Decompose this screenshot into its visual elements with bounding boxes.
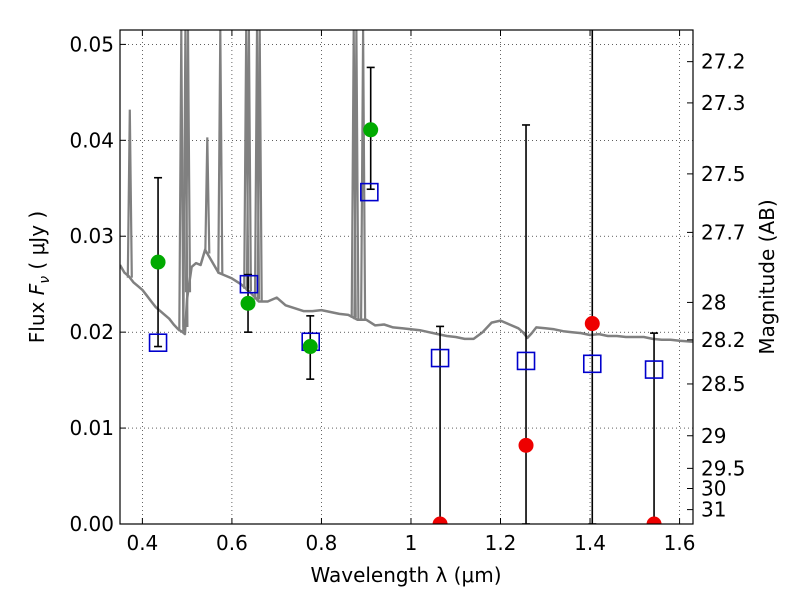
emission-line (204, 137, 211, 254)
emission-line (126, 109, 133, 278)
upper-limit-point (518, 437, 534, 453)
sed-model-line (120, 248, 693, 343)
x-tick-label: 1.2 (485, 531, 517, 555)
model-flux-marker (239, 274, 259, 294)
emission-line (353, 30, 360, 320)
emission-line (217, 30, 224, 274)
model-flux-marker (148, 333, 168, 353)
detection-point (240, 295, 256, 311)
emission-line (256, 30, 263, 302)
x-tick-label: 1.4 (574, 531, 606, 555)
model-flux-marker (582, 354, 602, 374)
y2-tick-label: 27.3 (701, 91, 746, 115)
x-tick-label: 0.4 (126, 531, 158, 555)
x-tick-label: 0.6 (216, 531, 248, 555)
detection-point (302, 339, 318, 355)
emission-line (178, 30, 185, 332)
axes-frame (119, 29, 694, 525)
x-tick-label: 1 (405, 531, 418, 555)
model-flux-marker (644, 360, 664, 379)
model-flux-marker (516, 351, 536, 371)
y-tick-label: 0.03 (69, 224, 114, 248)
y2-tick-label: 28 (701, 290, 726, 314)
upper-limit-point (432, 516, 448, 524)
x-axis-label: Wavelength λ (μm) (310, 563, 501, 587)
emission-line (184, 30, 192, 293)
y2-tick-label: 31 (701, 498, 726, 522)
y2-tick-label: 27.7 (701, 220, 746, 244)
upper-limit-point (646, 516, 662, 524)
detection-point (150, 254, 166, 270)
y2-tick-label: 30 (701, 477, 726, 501)
x-tick-label: 1.6 (664, 531, 696, 555)
y2-tick-label: 29 (701, 424, 726, 448)
emission-line (360, 30, 367, 320)
emission-line (245, 30, 252, 292)
y-tick-label: 0.02 (69, 320, 114, 344)
model-flux-marker (360, 182, 379, 202)
plot-area (120, 30, 693, 524)
y2-axis-label: Magnitude (AB) (755, 199, 779, 354)
y-tick-label: 0.00 (69, 512, 114, 536)
detection-point (363, 122, 379, 138)
model-flux-marker (430, 348, 450, 368)
y2-tick-label: 27.2 (701, 50, 746, 74)
y2-tick-label: 29.5 (701, 456, 746, 480)
plot-frame (119, 29, 694, 525)
y-tick-label: 0.05 (69, 32, 114, 56)
grid (120, 30, 693, 525)
y2-tick-label: 27.5 (701, 162, 746, 186)
y-tick-label: 0.01 (69, 416, 114, 440)
y2-tick-label: 28.5 (701, 372, 746, 396)
y2-tick-label: 28.2 (701, 328, 746, 352)
x-tick-label: 0.8 (306, 531, 338, 555)
axis-ticks: 0.4 0.6 0.8 1 1.2 1.4 1.6 0.00 0.01 0.02 0.03 0.04 0… (69, 30, 746, 555)
y-tick-label: 0.04 (69, 128, 114, 152)
y-axis-label: Flux Fν ( μJy ) (25, 211, 53, 343)
upper-limit-point (584, 316, 600, 332)
